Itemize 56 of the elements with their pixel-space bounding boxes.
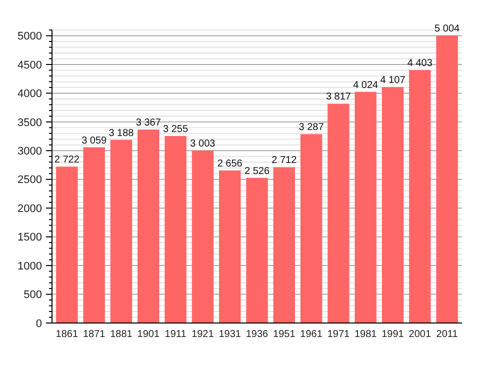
x-tick-label: 1971	[327, 329, 350, 340]
data-label: 4 024	[353, 80, 379, 91]
y-tick-label: 3000	[18, 145, 42, 158]
x-tick-label: 2011	[436, 329, 458, 340]
x-tick-label: 1871	[82, 329, 106, 340]
x-tick-label: 1951	[273, 329, 296, 340]
x-tick-label: 1861	[56, 329, 78, 340]
bar	[382, 87, 404, 323]
data-label: 5 004	[434, 24, 460, 35]
y-tick-label: 1000	[18, 260, 42, 272]
bar	[56, 166, 78, 323]
data-label: 2 712	[272, 155, 298, 166]
y-tick-label: 500	[24, 289, 42, 302]
x-tick-label: 2001	[408, 329, 432, 340]
bar	[300, 134, 322, 323]
bar	[164, 136, 186, 323]
y-tick-label: 2500	[18, 174, 42, 186]
data-label: 3 003	[190, 138, 216, 150]
bar	[409, 70, 431, 323]
bar	[218, 170, 241, 323]
x-tick-label: 1881	[110, 329, 133, 340]
y-tick-label: 4500	[18, 59, 42, 72]
data-label: 3 188	[108, 128, 134, 139]
bar	[354, 92, 376, 323]
x-tick-label: 1961	[300, 329, 323, 340]
data-label: 3 817	[326, 92, 352, 103]
bar	[83, 147, 105, 323]
data-label: 2 526	[244, 166, 270, 177]
y-tick-label: 0	[36, 318, 42, 330]
x-tick-label: 1981	[354, 329, 378, 340]
data-label: 2 656	[217, 158, 243, 170]
x-tick-label: 1991	[382, 329, 404, 340]
x-tick-label: 1936	[246, 329, 269, 340]
bar	[110, 140, 132, 323]
bar	[273, 167, 296, 323]
data-label: 4 107	[380, 75, 406, 86]
bar	[192, 150, 214, 323]
x-tick-label: 1931	[218, 329, 242, 340]
data-label: 4 403	[407, 58, 433, 70]
bar	[246, 178, 268, 323]
data-label: 3 367	[136, 118, 162, 129]
y-tick-label: 3500	[18, 116, 42, 129]
x-tick-label: 1921	[192, 329, 214, 340]
bar	[436, 36, 458, 323]
y-tick-label: 4000	[18, 88, 42, 100]
y-tick-label: 1500	[18, 232, 42, 244]
y-tick-label: 5000	[18, 30, 42, 43]
bar	[328, 104, 350, 323]
data-label: 3 255	[163, 124, 188, 135]
bar	[138, 130, 160, 323]
x-tick-label: 1911	[164, 329, 187, 340]
data-label: 3 287	[298, 122, 324, 134]
data-label: 3 059	[82, 135, 108, 146]
y-tick-label: 2000	[18, 202, 42, 215]
data-label: 2 722	[54, 154, 80, 166]
x-tick-label: 1901	[137, 329, 160, 340]
